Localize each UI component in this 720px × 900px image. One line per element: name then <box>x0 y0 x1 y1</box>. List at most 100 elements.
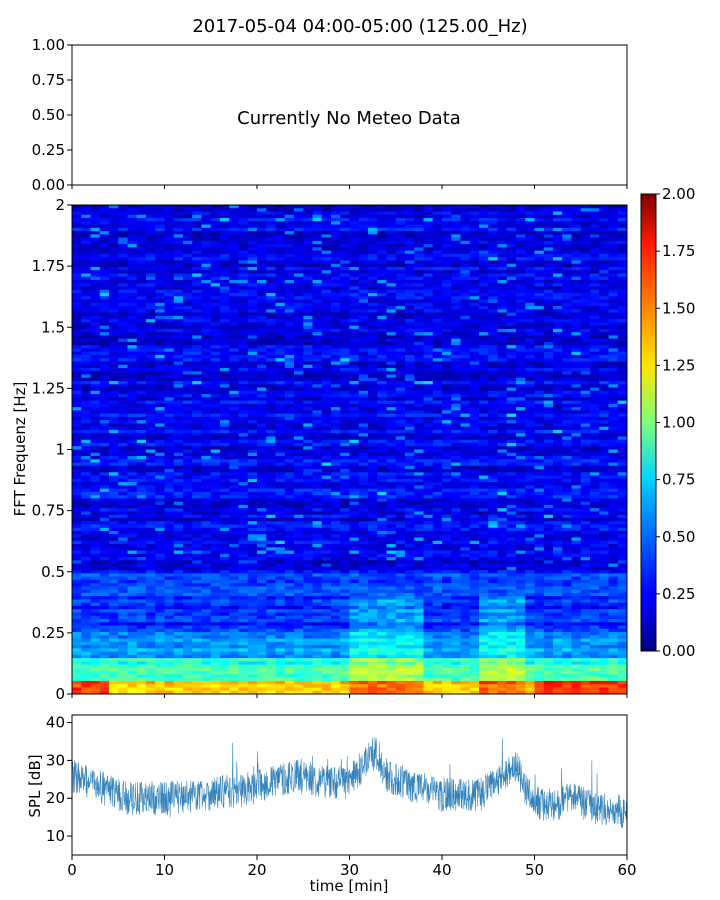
spectrogram-cell <box>72 361 82 366</box>
spectrogram-cell <box>405 273 415 278</box>
spectrogram-cell <box>155 270 166 275</box>
spectrogram-cell <box>525 240 536 245</box>
spectrogram-cell <box>229 423 240 428</box>
spectrogram-cell <box>266 224 277 229</box>
spectrogram-cell <box>571 390 582 395</box>
spectrogram-cell <box>516 423 526 428</box>
spectrogram-cell <box>294 358 304 363</box>
spectrogram-cell <box>469 257 480 262</box>
spectrogram-cell <box>331 354 341 359</box>
spectrogram-cell <box>340 394 351 398</box>
spectrogram-cell <box>497 253 508 258</box>
spectrogram-cell <box>257 465 267 470</box>
spectrogram-cell <box>599 368 610 372</box>
spectrogram-cell <box>497 231 508 235</box>
spectrogram-cell <box>155 351 166 356</box>
spectrogram-cell <box>479 260 489 265</box>
spectrogram-cell <box>580 325 591 330</box>
spectrogram-cell <box>312 354 323 359</box>
spectrogram-cell <box>109 227 119 232</box>
spectrogram-cell <box>617 325 627 330</box>
spectrogram-cell <box>580 276 591 281</box>
spectrogram-cell <box>423 309 434 314</box>
spectrogram-cell <box>247 420 258 425</box>
spectrogram-cell <box>127 328 138 333</box>
spectrogram-cell <box>405 244 415 248</box>
spectrogram-cell <box>506 286 517 291</box>
spectrogram-cell <box>155 459 166 464</box>
spectrogram-cell <box>580 299 591 304</box>
spectrogram-cell <box>72 410 82 415</box>
spectrogram-cell <box>590 361 600 366</box>
spectrogram-cell <box>229 214 240 219</box>
spectrogram-cell <box>599 420 610 425</box>
spectrogram-cell <box>395 368 406 372</box>
spectrogram-cell <box>81 413 92 418</box>
spectrogram-cell <box>534 341 545 346</box>
spectrogram-cell <box>460 436 471 441</box>
spectrogram-cell <box>257 296 267 301</box>
spectrogram-cell <box>608 263 619 268</box>
spectrogram-cell <box>146 439 156 444</box>
spectrogram-cell <box>331 234 341 239</box>
spectrogram-cell <box>488 293 499 297</box>
spectrogram-cell <box>247 231 258 235</box>
spectrogram-cell <box>312 403 323 408</box>
spectrogram-cell <box>127 371 138 376</box>
spectrogram-cell <box>423 266 434 271</box>
spectrogram-cell <box>543 335 554 340</box>
spectrogram-cell <box>136 410 147 415</box>
spectrogram-cell <box>173 436 184 441</box>
spectrogram-cell <box>358 390 369 395</box>
spectrogram-cell <box>247 345 258 350</box>
spectrogram-cell <box>368 312 378 317</box>
spectrogram-cell <box>608 442 619 447</box>
spectrogram-cell <box>201 299 212 304</box>
spectrogram-cell <box>488 273 499 278</box>
spectrogram-cell <box>201 348 212 353</box>
spectrogram-cell <box>571 214 582 219</box>
spectrogram-cell <box>257 227 267 232</box>
spectrogram-cell <box>580 224 591 229</box>
spectrogram-cell <box>525 368 536 372</box>
spectrogram-cell <box>321 312 332 317</box>
spectrogram-cell <box>72 247 82 252</box>
spectrogram-cell <box>164 205 175 209</box>
spectrogram-cell <box>451 413 462 418</box>
spectrogram-cell <box>386 289 397 294</box>
spectrogram-cell <box>516 354 526 359</box>
spectrogram-cell <box>488 462 499 467</box>
spectrogram-cell <box>525 332 536 336</box>
spectrogram-cell <box>294 221 304 226</box>
spectrogram-cell <box>451 374 462 379</box>
spectrogram-cell <box>81 227 92 232</box>
spectrogram-cell <box>90 403 101 408</box>
spectrogram-cell <box>516 211 526 216</box>
spectrogram-cell <box>553 335 563 340</box>
spectrogram-cell <box>469 403 480 408</box>
spectrogram-cell <box>423 465 434 470</box>
spectrogram-cell <box>321 416 332 421</box>
spectrogram-cell <box>414 289 425 294</box>
spectrogram-cell <box>164 407 175 411</box>
spectrogram-cell <box>506 446 517 451</box>
spectrogram-cell <box>432 452 443 457</box>
spectrogram-cell <box>229 211 240 216</box>
spectrogram-cell <box>303 315 314 320</box>
spectrogram-cell <box>284 299 295 304</box>
spectrogram-cell <box>525 276 536 281</box>
spectrogram-cell <box>238 283 249 288</box>
spectrogram-cell <box>432 433 443 438</box>
spectrogram-cell <box>164 358 175 363</box>
spectrogram-cell <box>580 205 591 209</box>
spectrogram-cell <box>617 403 627 408</box>
spectrogram-cell <box>173 208 184 213</box>
spectrogram-cell <box>155 208 166 213</box>
spectrogram-cell <box>368 351 378 356</box>
spectrogram-cell <box>414 436 425 441</box>
spectrogram-cell <box>358 302 369 307</box>
spectrogram-cell <box>340 289 351 294</box>
spectrogram-cell <box>516 452 526 457</box>
spectrogram-cell <box>349 270 360 275</box>
spectrogram-cell <box>294 266 304 271</box>
